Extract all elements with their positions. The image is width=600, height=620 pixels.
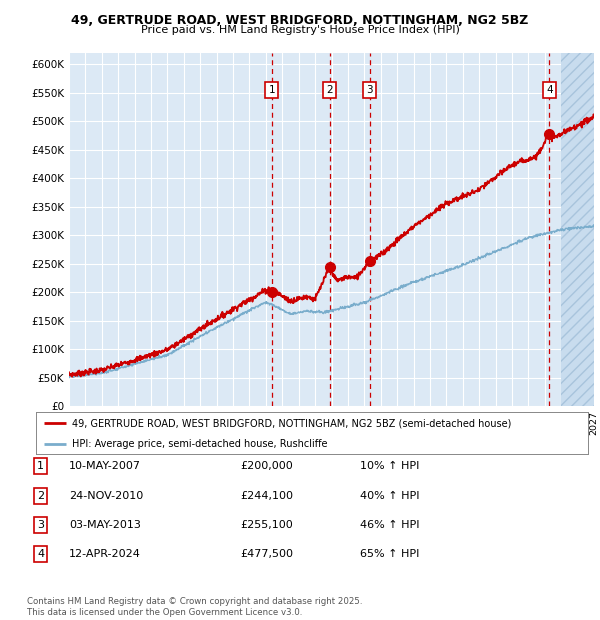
Text: 46% ↑ HPI: 46% ↑ HPI [360, 520, 419, 530]
Text: 40% ↑ HPI: 40% ↑ HPI [360, 491, 419, 501]
Text: 49, GERTRUDE ROAD, WEST BRIDGFORD, NOTTINGHAM, NG2 5BZ: 49, GERTRUDE ROAD, WEST BRIDGFORD, NOTTI… [71, 14, 529, 27]
Text: Price paid vs. HM Land Registry's House Price Index (HPI): Price paid vs. HM Land Registry's House … [140, 25, 460, 35]
Text: 12-APR-2024: 12-APR-2024 [69, 549, 141, 559]
Text: 4: 4 [546, 85, 553, 95]
Text: Contains HM Land Registry data © Crown copyright and database right 2025.
This d: Contains HM Land Registry data © Crown c… [27, 598, 362, 617]
Text: 3: 3 [37, 520, 44, 530]
Text: £244,100: £244,100 [240, 491, 293, 501]
Text: 3: 3 [367, 85, 373, 95]
Text: 24-NOV-2010: 24-NOV-2010 [69, 491, 143, 501]
Text: 2: 2 [37, 491, 44, 501]
Bar [561, 53, 594, 406]
Text: 4: 4 [37, 549, 44, 559]
Text: 49, GERTRUDE ROAD, WEST BRIDGFORD, NOTTINGHAM, NG2 5BZ (semi-detached house): 49, GERTRUDE ROAD, WEST BRIDGFORD, NOTTI… [72, 418, 511, 428]
Text: £477,500: £477,500 [240, 549, 293, 559]
Text: 03-MAY-2013: 03-MAY-2013 [69, 520, 141, 530]
Text: 65% ↑ HPI: 65% ↑ HPI [360, 549, 419, 559]
Text: 10% ↑ HPI: 10% ↑ HPI [360, 461, 419, 471]
Text: £255,100: £255,100 [240, 520, 293, 530]
Text: 10-MAY-2007: 10-MAY-2007 [69, 461, 141, 471]
Text: 1: 1 [37, 461, 44, 471]
Text: 1: 1 [268, 85, 275, 95]
Text: £200,000: £200,000 [240, 461, 293, 471]
Text: 2: 2 [326, 85, 333, 95]
Text: HPI: Average price, semi-detached house, Rushcliffe: HPI: Average price, semi-detached house,… [72, 439, 328, 449]
